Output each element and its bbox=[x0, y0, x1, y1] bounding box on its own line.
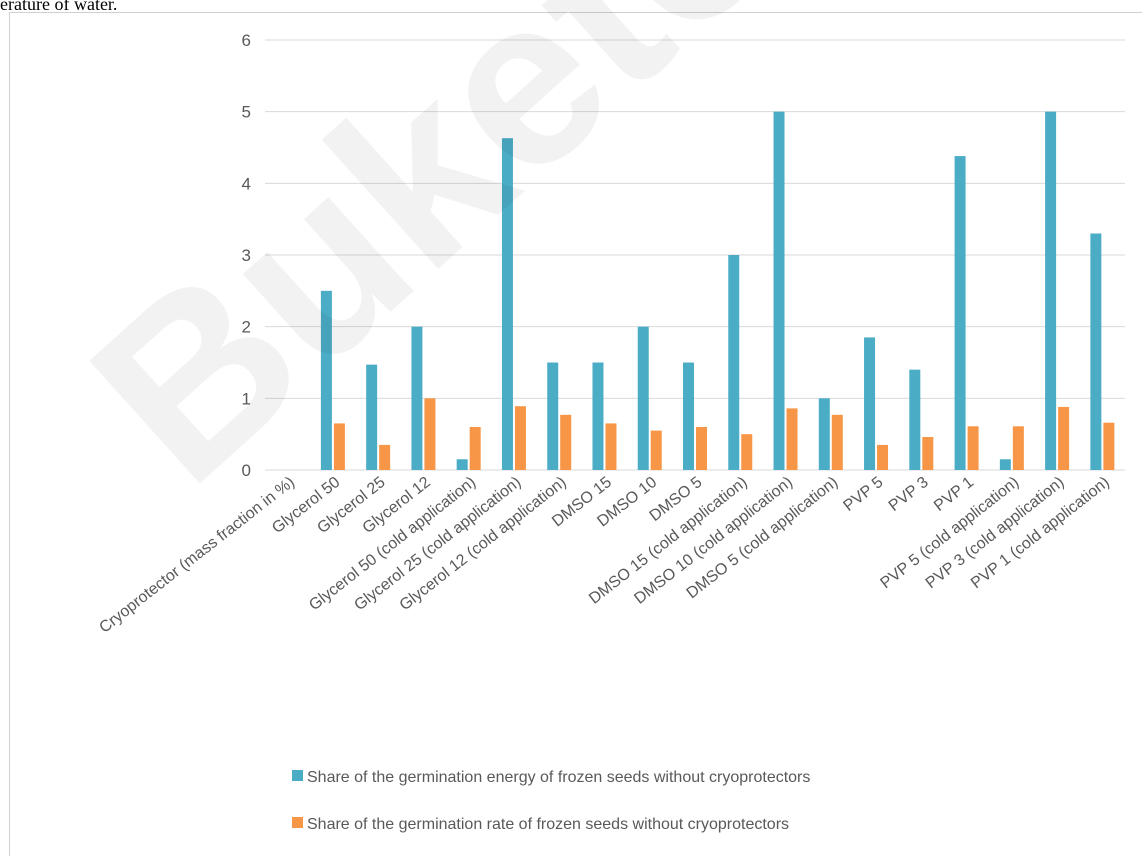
energy-bar bbox=[999, 459, 1011, 470]
rate-bar bbox=[877, 444, 889, 470]
x-tick-label: PVP 3 bbox=[886, 474, 932, 515]
rate-bar bbox=[1058, 406, 1070, 470]
chart-frame bbox=[9, 12, 1142, 856]
legend: Share of the germination energy of froze… bbox=[292, 769, 810, 833]
energy-bar bbox=[1090, 233, 1102, 470]
energy-bar bbox=[1045, 111, 1057, 471]
rate-bar bbox=[379, 444, 391, 470]
energy-bar bbox=[683, 362, 694, 470]
energy-bar bbox=[456, 459, 468, 470]
rate-bar bbox=[605, 423, 617, 470]
energy-bar bbox=[637, 326, 649, 470]
energy-bar bbox=[818, 398, 830, 470]
rate-bar bbox=[333, 423, 345, 470]
x-axis-ticks: Cryoprotector (mass fraction in %)Glycer… bbox=[96, 474, 1112, 637]
legend-swatch bbox=[292, 817, 303, 828]
y-tick-label: 6 bbox=[242, 31, 251, 50]
x-tick-label: PVP 5 bbox=[841, 474, 887, 515]
rate-bar bbox=[741, 434, 753, 470]
energy-bar bbox=[547, 362, 559, 470]
y-tick-label: 0 bbox=[242, 461, 251, 480]
rate-bar bbox=[1103, 422, 1115, 470]
gridlines bbox=[265, 39, 1125, 471]
rate-bar bbox=[560, 414, 572, 470]
rate-bar bbox=[786, 408, 798, 470]
y-tick-label: 4 bbox=[242, 174, 251, 193]
rate-bar bbox=[696, 427, 707, 470]
energy-bar bbox=[320, 290, 332, 470]
legend-label: Share of the germination energy of froze… bbox=[307, 769, 810, 786]
legend-label: Share of the germination rate of frozen … bbox=[307, 816, 789, 833]
rate-bar bbox=[831, 414, 843, 470]
energy-bar bbox=[909, 369, 921, 470]
page-caption: erature of water. bbox=[0, 0, 118, 14]
x-tick-label: Cryoprotector (mass fraction in %) bbox=[96, 474, 298, 637]
rate-bar bbox=[514, 406, 526, 470]
rate-bar bbox=[967, 426, 979, 470]
energy-bar bbox=[864, 337, 876, 470]
rate-bar bbox=[1012, 426, 1024, 470]
energy-bar bbox=[728, 255, 740, 470]
rate-bar bbox=[650, 430, 662, 470]
y-tick-label: 3 bbox=[242, 246, 251, 265]
bars bbox=[320, 111, 1115, 471]
energy-bar bbox=[592, 362, 604, 470]
energy-bar bbox=[411, 326, 423, 470]
energy-bar bbox=[773, 111, 785, 471]
y-tick-label: 1 bbox=[242, 389, 251, 408]
energy-bar bbox=[366, 364, 378, 470]
rate-bar bbox=[424, 398, 436, 470]
energy-bar bbox=[954, 156, 966, 470]
rate-bar bbox=[469, 427, 481, 470]
legend-swatch bbox=[292, 770, 303, 781]
y-tick-label: 2 bbox=[242, 318, 251, 337]
rate-bar bbox=[922, 437, 934, 470]
y-tick-label: 5 bbox=[242, 103, 251, 122]
energy-bar bbox=[501, 138, 513, 470]
y-axis-ticks: 0 1 2 3 4 5 6 bbox=[242, 31, 251, 480]
